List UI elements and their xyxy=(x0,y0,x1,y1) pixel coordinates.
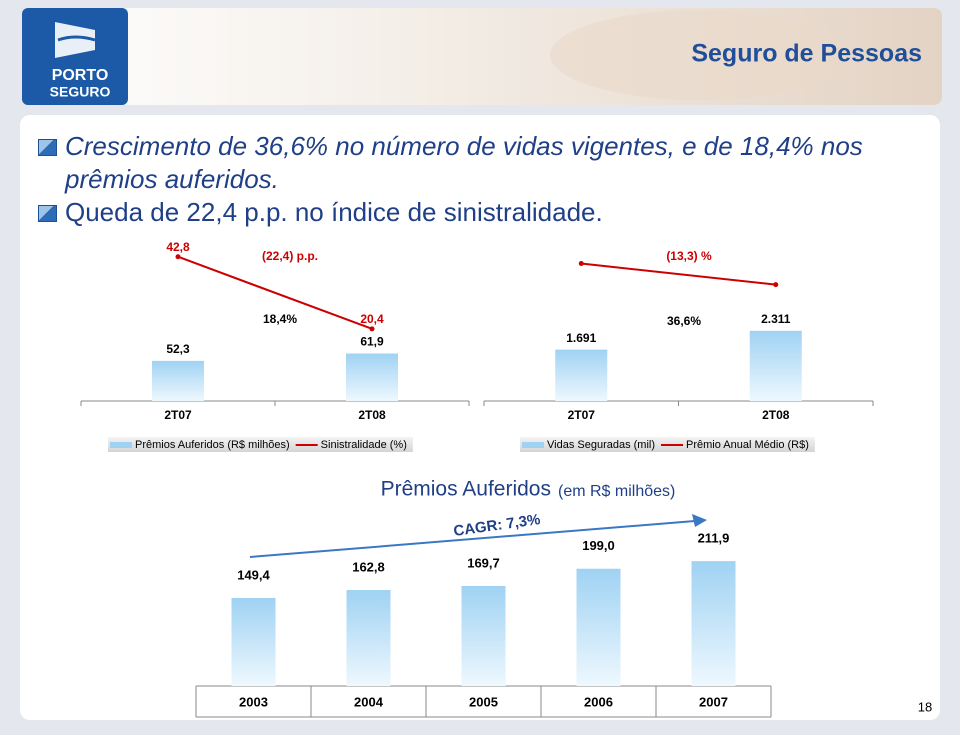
annotation: 18,4% xyxy=(263,312,297,326)
bar xyxy=(346,353,398,401)
data-label: 211,9 xyxy=(698,531,730,546)
bar xyxy=(152,360,204,401)
logo-wave xyxy=(57,35,96,42)
page-number: 18 xyxy=(918,699,932,714)
line-marker xyxy=(773,282,779,288)
data-label: 1.691 xyxy=(566,331,596,345)
x-tick-label: 2006 xyxy=(584,694,613,709)
legend-label: Prêmios Auferidos (R$ milhões) xyxy=(135,439,290,451)
logo xyxy=(22,8,128,105)
data-label: 162,8 xyxy=(352,560,385,575)
annotation: (13,3) % xyxy=(666,249,712,263)
legend-label: Vidas Seguradas (mil) xyxy=(547,439,655,451)
bullet: Queda de 22,4 p.p. no índice de sinistra… xyxy=(38,196,888,229)
slide-title: Seguro de Pessoas xyxy=(691,40,922,68)
bullet-icon xyxy=(38,205,57,222)
chart-title: Prêmios Auferidos xyxy=(381,478,551,501)
bar xyxy=(461,585,506,686)
legend-swatch xyxy=(110,442,132,448)
x-tick-label: 2T08 xyxy=(762,408,790,422)
line-series xyxy=(177,255,373,330)
logo-text: PORTO xyxy=(52,67,109,84)
bar xyxy=(576,568,621,686)
bar xyxy=(749,330,802,401)
bar xyxy=(691,561,736,686)
logo-text: SEGURO xyxy=(50,84,111,100)
legend-label: Sinistralidade (%) xyxy=(321,439,407,451)
bullet-text: Crescimento de 36,6% no número de vidas … xyxy=(65,131,863,194)
logo-mark xyxy=(55,22,95,58)
x-tick-label: 2005 xyxy=(469,694,498,709)
data-label: 169,7 xyxy=(467,555,500,570)
data-label: 199,0 xyxy=(582,538,615,553)
header-photo xyxy=(550,10,850,100)
data-label: 20,4 xyxy=(360,312,384,326)
bar xyxy=(555,349,608,401)
bullet-text: Queda de 22,4 p.p. no índice de sinistra… xyxy=(65,197,603,227)
cagr-arrowhead xyxy=(692,514,707,527)
x-tick-label: 2T07 xyxy=(164,408,192,422)
chart-subtitle: (em R$ milhões) xyxy=(558,483,675,500)
line-marker xyxy=(578,261,584,267)
bullet-list: Crescimento de 36,6% no número de vidas … xyxy=(38,130,888,229)
annotation: (22,4) p.p. xyxy=(262,249,318,263)
bar xyxy=(231,597,276,686)
cagr-arrow xyxy=(249,520,696,558)
x-tick-label: 2007 xyxy=(699,694,728,709)
legend xyxy=(108,437,413,452)
legend-label: Prêmio Anual Médio (R$) xyxy=(686,439,809,451)
x-tick-label: 2003 xyxy=(239,694,268,709)
line-series xyxy=(581,262,776,286)
data-label: 2.311 xyxy=(761,312,791,326)
data-label: 42,8 xyxy=(166,240,190,254)
data-label: 149,4 xyxy=(237,567,270,582)
x-tick-label: 2004 xyxy=(354,694,384,709)
annotation: 36,6% xyxy=(667,314,701,328)
bullet: Crescimento de 36,6% no número de vidas … xyxy=(38,130,888,196)
line-marker xyxy=(369,326,375,332)
x-tick-label: 2T08 xyxy=(358,408,386,422)
legend-swatch xyxy=(522,442,544,448)
charts: 2T07 2T08 52,3 61,9 42,8 20,4 18,4% (22,4) p.p.… xyxy=(80,240,874,718)
bar xyxy=(346,590,391,686)
line-marker xyxy=(175,254,181,260)
data-label: 52,3 xyxy=(166,342,190,356)
bullet-icon xyxy=(38,139,57,156)
x-tick-label: 2T07 xyxy=(568,408,596,422)
data-label: 61,9 xyxy=(360,335,384,349)
